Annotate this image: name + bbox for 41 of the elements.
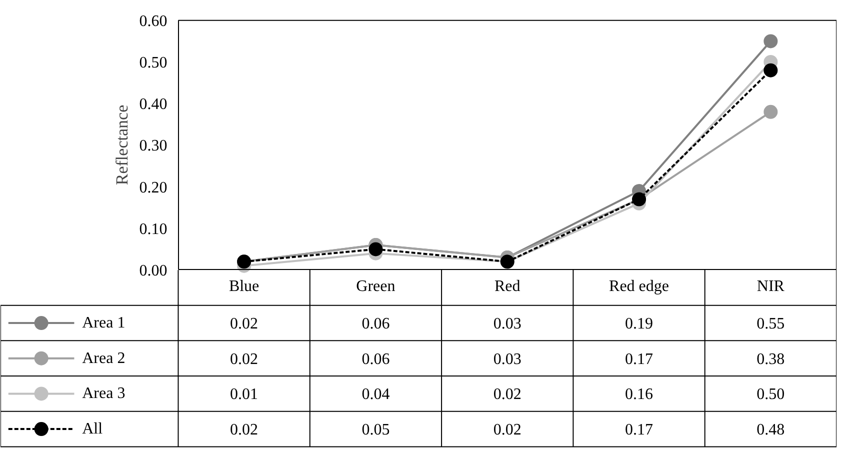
y-axis-title: Reflectance <box>112 104 132 186</box>
data-label: 0.19 <box>625 316 654 333</box>
x-tick-label: NIR <box>756 278 785 295</box>
y-tick-label: 0.00 <box>139 262 168 280</box>
legend-label: All <box>82 420 104 438</box>
point <box>764 63 778 78</box>
data-label: 0.17 <box>625 350 654 368</box>
data-label: 0.06 <box>362 350 390 368</box>
data-label: 0.04 <box>362 386 390 404</box>
data-label: 0.02 <box>230 316 258 333</box>
point <box>764 34 778 48</box>
data-label: 0.16 <box>625 386 654 404</box>
data-label: 0.55 <box>756 316 785 333</box>
y-tick-label: 0.30 <box>139 138 168 155</box>
data-label: 0.03 <box>493 316 522 333</box>
point <box>764 104 778 119</box>
y-tick-label: 0.50 <box>139 54 168 72</box>
data-label: 0.48 <box>756 422 785 439</box>
y-tick-label: 0.40 <box>139 96 168 114</box>
data-label: 0.02 <box>230 350 258 368</box>
data-label: 0.02 <box>493 422 522 439</box>
data-label: 0.01 <box>230 386 258 404</box>
data-label: 0.02 <box>230 422 258 439</box>
data-label: 0.06 <box>362 316 390 333</box>
legend-label: Area 1 <box>82 314 126 332</box>
x-tick-label: Red <box>494 278 520 295</box>
y-tick-label: 0.60 <box>139 12 168 30</box>
data-label: 0.03 <box>493 350 522 368</box>
y-tick-label: 0.20 <box>139 179 168 196</box>
data-label: 0.02 <box>493 386 522 404</box>
data-label: 0.50 <box>756 386 785 404</box>
point <box>368 242 383 256</box>
data-label: 0.17 <box>625 422 654 439</box>
legend-label: Area 2 <box>82 350 126 367</box>
data-label: 0.05 <box>362 422 390 439</box>
y-tick-label: 0.10 <box>139 220 168 238</box>
x-tick-label: Red edge <box>609 278 670 295</box>
legend-label: Area 3 <box>82 385 126 402</box>
x-tick-label: Blue <box>228 278 260 295</box>
x-tick-label: Green <box>356 278 396 295</box>
data-label: 0.38 <box>756 350 785 368</box>
